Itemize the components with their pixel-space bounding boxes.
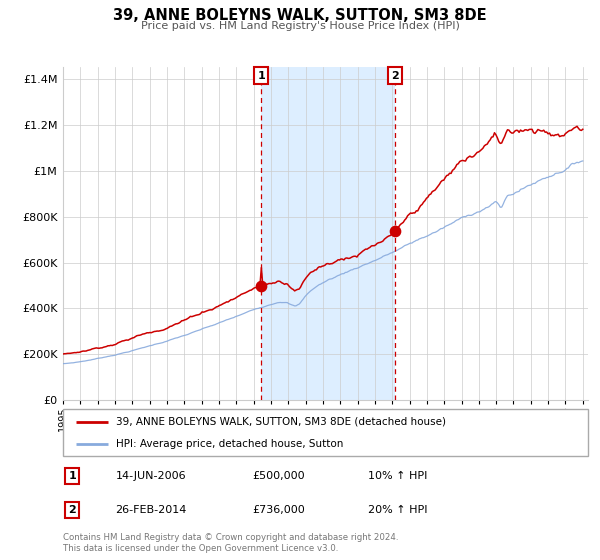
Point	[390, 227, 400, 236]
Text: 14-JUN-2006: 14-JUN-2006	[115, 471, 186, 481]
Text: HPI: Average price, detached house, Sutton: HPI: Average price, detached house, Sutt…	[115, 438, 343, 449]
Text: Contains HM Land Registry data © Crown copyright and database right 2024.
This d: Contains HM Land Registry data © Crown c…	[63, 533, 398, 553]
Point	[257, 281, 266, 290]
Text: 10% ↑ HPI: 10% ↑ HPI	[367, 471, 427, 481]
Text: 39, ANNE BOLEYNS WALK, SUTTON, SM3 8DE: 39, ANNE BOLEYNS WALK, SUTTON, SM3 8DE	[113, 8, 487, 24]
Text: 1: 1	[68, 471, 76, 481]
Text: £500,000: £500,000	[252, 471, 305, 481]
Text: 2: 2	[68, 505, 76, 515]
Text: 39, ANNE BOLEYNS WALK, SUTTON, SM3 8DE (detached house): 39, ANNE BOLEYNS WALK, SUTTON, SM3 8DE (…	[115, 417, 445, 427]
Text: Price paid vs. HM Land Registry's House Price Index (HPI): Price paid vs. HM Land Registry's House …	[140, 21, 460, 31]
Text: 1: 1	[257, 71, 265, 81]
Text: £736,000: £736,000	[252, 505, 305, 515]
Text: 26-FEB-2014: 26-FEB-2014	[115, 505, 187, 515]
Text: 20% ↑ HPI: 20% ↑ HPI	[367, 505, 427, 515]
FancyBboxPatch shape	[63, 409, 588, 456]
Text: 2: 2	[391, 71, 398, 81]
Bar	[262, 67, 395, 400]
